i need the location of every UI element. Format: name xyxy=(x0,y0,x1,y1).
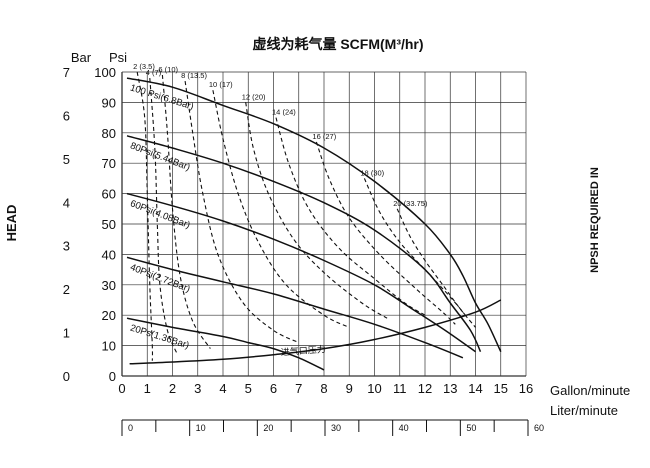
psi-tick-label: 60 xyxy=(102,187,116,202)
air-consumption-label: 8 (13.5) xyxy=(181,71,207,80)
x-tick-label: 15 xyxy=(494,381,508,396)
bar-tick-label: 7 xyxy=(63,65,70,80)
air-consumption-line xyxy=(136,71,154,361)
air-consumption-line xyxy=(245,102,388,319)
x-axis-label-gallon: Gallon/minute xyxy=(550,383,630,398)
psi-tick-label: 40 xyxy=(102,247,116,262)
bar-tick-label: 1 xyxy=(63,326,70,341)
air-consumption-label: 14 (24) xyxy=(272,108,296,117)
x-tick-label: 14 xyxy=(468,381,482,396)
air-consumption-label: 6 (10) xyxy=(158,65,178,74)
psi-tick-label: 10 xyxy=(102,339,116,354)
x-tick-label: 10 xyxy=(367,381,381,396)
air-consumption-label: 2 (3.5) xyxy=(133,62,155,71)
pressure-curve-label: 100 Psi(6.8Bar) xyxy=(129,82,195,112)
air-consumption-label: 16 (27) xyxy=(312,132,336,141)
liter-tick-label: 40 xyxy=(399,423,409,433)
air-consumption-line xyxy=(184,81,300,344)
bar-tick-label: 4 xyxy=(63,195,70,210)
air-consumption-line xyxy=(149,78,179,355)
pressure-line xyxy=(126,317,325,371)
air-consumption-label: 20 (33.75) xyxy=(393,199,428,208)
x-tick-label: 0 xyxy=(118,381,125,396)
bar-tick-label: 3 xyxy=(63,239,70,254)
psi-tick-label: 70 xyxy=(102,156,116,171)
y-axis-label-npsh: NPSH REQUIRED IN xyxy=(589,167,601,273)
x-axis-label-liter: Liter/minute xyxy=(550,403,618,418)
psi-tick-label: 0 xyxy=(109,369,116,384)
bar-tick-label: 6 xyxy=(63,108,70,123)
chart-title: 虚线为耗气量 SCFM(M³/hr) xyxy=(252,36,423,52)
x-tick-label: 16 xyxy=(519,381,533,396)
x-tick-label: 2 xyxy=(169,381,176,396)
x-tick-label: 4 xyxy=(219,381,226,396)
psi-tick-label: 90 xyxy=(102,95,116,110)
npsh-curve-label: 进气口压力 xyxy=(280,343,326,357)
npsh-curve-group: 进气口压力 xyxy=(129,299,502,365)
x-tick-label: 11 xyxy=(393,381,407,396)
x-tick-label: 3 xyxy=(194,381,201,396)
liter-tick-label: 0 xyxy=(128,423,133,433)
npsh-line xyxy=(129,299,502,365)
liter-tick-label: 50 xyxy=(466,423,476,433)
bar-tick-label: 2 xyxy=(63,282,70,297)
liter-tick-label: 10 xyxy=(196,423,206,433)
liter-axis: 0 10 20 30 40 50 60 xyxy=(121,419,544,436)
air-consumption-label: 18 (30) xyxy=(360,168,384,177)
x-tick-label: 9 xyxy=(346,381,353,396)
pressure-line xyxy=(126,256,464,359)
x-tick-label: 1 xyxy=(144,381,151,396)
air-consumption-curves: 2 (3.5)4 (7)6 (10)8 (13.5)10 (17) 12 (20)… xyxy=(133,62,476,361)
x-tick-label: 5 xyxy=(245,381,252,396)
x-tick-label: 8 xyxy=(320,381,327,396)
air-consumption-label: 4 (7) xyxy=(146,68,162,77)
air-consumption-label: 12 (20) xyxy=(242,92,266,101)
psi-tick-label: 100 xyxy=(94,65,116,80)
air-consumption-line xyxy=(315,141,456,325)
bar-tick-label: 0 xyxy=(63,369,70,384)
liter-tick-label: 20 xyxy=(263,423,273,433)
psi-tick-label: 80 xyxy=(102,126,116,141)
y-axis-label-head: HEAD xyxy=(4,205,19,242)
liter-tick-label: 30 xyxy=(331,423,341,433)
pressure-curve-label: 20Ps(1.36Bar) xyxy=(129,323,191,352)
bar-tick-labels: 0 1 2 3 4 5 6 7 xyxy=(63,65,70,384)
x-tick-label: 12 xyxy=(418,381,432,396)
psi-unit-label: Psi xyxy=(109,50,127,65)
air-consumption-label: 10 (17) xyxy=(209,80,233,89)
psi-tick-labels: 0 10 20 30 40 50 60 70 80 90 100 xyxy=(94,65,116,384)
psi-tick-label: 50 xyxy=(102,217,116,232)
pressure-line xyxy=(126,77,502,353)
psi-tick-label: 20 xyxy=(102,308,116,323)
liter-tick-label: 60 xyxy=(534,423,544,433)
air-consumption-line xyxy=(212,90,350,328)
x-tick-label: 7 xyxy=(295,381,302,396)
bar-tick-label: 5 xyxy=(63,152,70,167)
air-consumption-line xyxy=(396,208,476,328)
x-tick-label: 6 xyxy=(270,381,277,396)
air-consumption-line xyxy=(275,117,426,316)
x-tick-labels: 0 1 2 3 4 5 6 7 8 9 10 11 12 13 14 15 16 xyxy=(118,381,533,396)
x-tick-label: 13 xyxy=(443,381,457,396)
psi-tick-label: 30 xyxy=(102,278,116,293)
air-consumption-line xyxy=(363,178,466,316)
bar-unit-label: Bar xyxy=(71,50,92,65)
